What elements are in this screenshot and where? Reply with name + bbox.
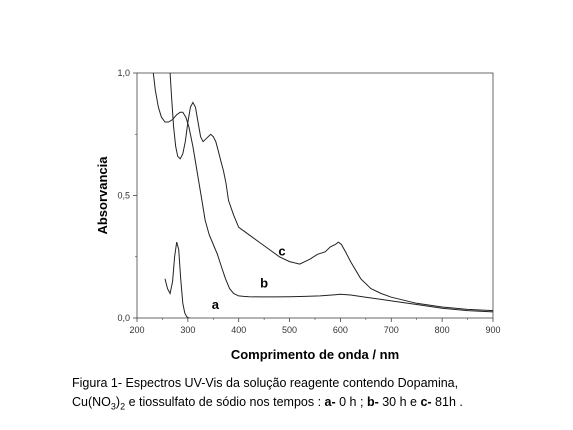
caption-c-text: 81h . (431, 395, 463, 409)
spectra-chart: 200 300 400 500 600 700 800 900 0,0 0,5 1,0 Comprim… (95, 68, 501, 362)
series-a-label: a (212, 297, 220, 312)
caption-mid-text: e tiossulfato de sódio nos tempos : (125, 395, 325, 409)
x-tick-label: 900 (485, 325, 500, 335)
x-tick-label: 700 (384, 325, 399, 335)
caption-formula-sub-2: 2 (120, 401, 126, 412)
caption-formula-close: ) (115, 395, 121, 409)
series-c-line (169, 73, 493, 312)
x-tick-label: 200 (129, 325, 144, 335)
caption-line-1: Figura 1- Espectros UV-Vis da solução re… (72, 376, 459, 390)
y-tick-label: 1,0 (117, 68, 130, 78)
labels-layer: a b c (212, 244, 286, 312)
y-tick-label: 0,0 (117, 313, 130, 323)
y-axis-title: Absorvancia (95, 156, 110, 235)
x-tick-label: 800 (435, 325, 450, 335)
caption-formula-sub-3: 3 (110, 401, 116, 412)
series-layer (152, 73, 493, 318)
caption-a-label: a- (324, 395, 336, 409)
chart-axes: 200 300 400 500 600 700 800 900 0,0 0,5 1,0 Comprim… (95, 68, 501, 362)
y-tick-label: 0,5 (117, 191, 130, 201)
x-tick-label: 300 (180, 325, 195, 335)
caption-b-text: 30 h e (378, 395, 421, 409)
caption-line-2: Cu(NO3)2 e tiossulfato de sódio nos temp… (72, 393, 567, 412)
series-b-line (152, 73, 493, 313)
x-tick-label: 600 (333, 325, 348, 335)
x-tick-label: 500 (282, 325, 297, 335)
series-c-label: c (278, 244, 285, 259)
series-a-line (164, 241, 191, 318)
caption-c-label: c- (420, 395, 432, 409)
caption-b-label: b- (366, 395, 379, 409)
x-axis-title: Comprimento de onda / nm (231, 347, 399, 362)
figure-caption: Figura 1- Espectros UV-Vis da solução re… (72, 374, 567, 412)
series-b-label: b (260, 275, 268, 290)
caption-a-text: 0 h ; (335, 395, 367, 409)
caption-formula-prefix: Cu(NO (72, 395, 111, 409)
x-tick-label: 400 (231, 325, 246, 335)
